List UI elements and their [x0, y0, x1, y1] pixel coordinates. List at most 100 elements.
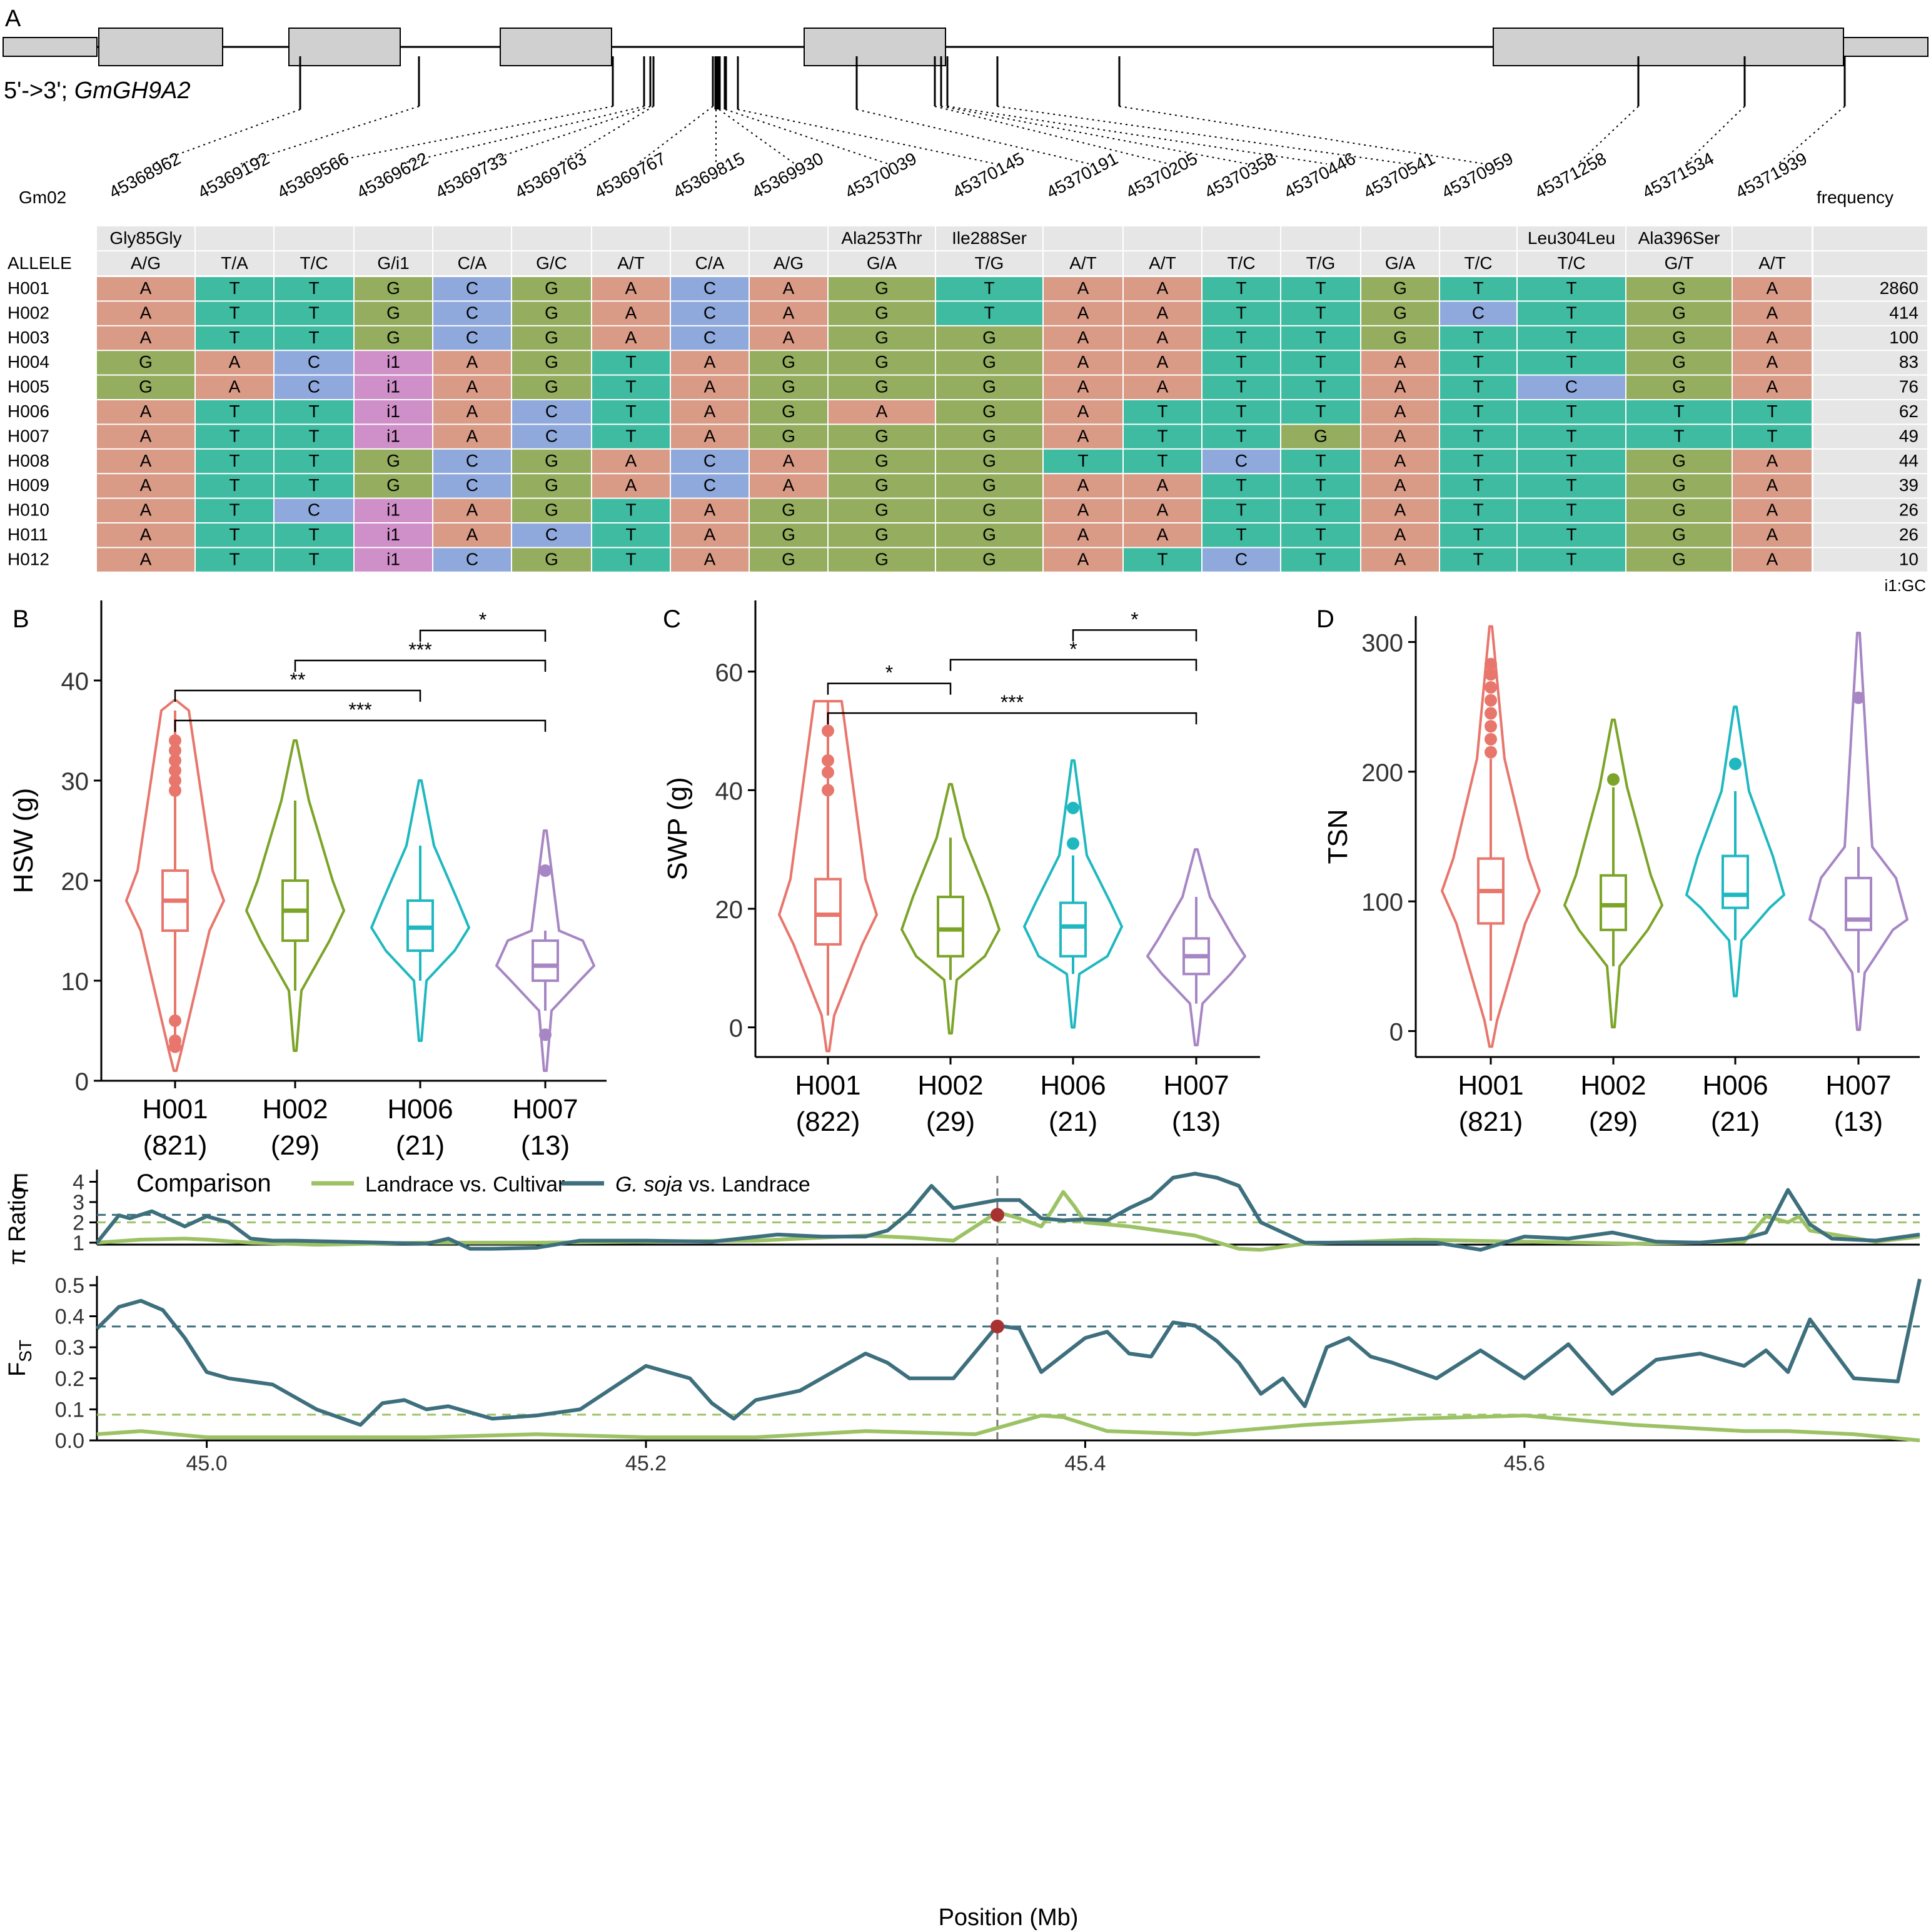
significance-bracket: [949, 659, 1197, 671]
base-text: G: [1672, 377, 1686, 397]
base-cell: [1733, 449, 1812, 473]
group-n: (29): [271, 1130, 320, 1161]
base-cell: [512, 498, 591, 522]
base-cell: [1440, 449, 1516, 473]
base-cell: [829, 449, 935, 473]
annotation-text: Ala396Ser: [1638, 228, 1720, 248]
base-text: A: [1077, 525, 1089, 544]
base-cell: [355, 449, 432, 473]
base-text: A: [1767, 549, 1778, 569]
base-text: A: [1394, 352, 1406, 372]
panel-d-tsn: D 0 100 200 300 TSN H001 (821) H002 (29) H006 (21) H…: [1316, 605, 1920, 1137]
base-text: G: [875, 426, 889, 445]
base-cell: [1518, 400, 1625, 424]
base-cell: [1124, 326, 1201, 350]
frequency-header: frequency: [1817, 188, 1893, 207]
base-text: C: [308, 500, 320, 520]
base-cell: [1202, 326, 1280, 350]
base-cell: [512, 326, 591, 350]
snp-connector: [856, 109, 1090, 164]
base-text: C: [466, 451, 478, 470]
position-label: 45369733: [432, 148, 510, 202]
allele-cell: [1626, 251, 1732, 275]
base-cell: [433, 375, 511, 399]
base-text: T: [1566, 278, 1576, 298]
gene-label: 5'->3'; GmGH9A2: [4, 78, 191, 104]
allele-cell: [936, 251, 1042, 275]
base-text: G: [1672, 475, 1686, 495]
base-text: T: [1236, 352, 1246, 372]
significance-label: ***: [348, 699, 371, 721]
exon-5: [1493, 28, 1844, 66]
base-cell: [433, 301, 511, 325]
allele-text: A/G: [131, 253, 161, 273]
base-text: T: [1673, 426, 1684, 445]
x-tick-label: H007: [1163, 1070, 1229, 1101]
annotation-cell: [1733, 226, 1812, 250]
box: [814, 877, 842, 946]
base-text: C: [703, 451, 716, 470]
base-text: T: [1236, 377, 1246, 397]
frequency-cell: [1813, 474, 1927, 498]
base-text: C: [1235, 549, 1248, 569]
base-cell: [355, 400, 432, 424]
outlier-point: [169, 1014, 181, 1027]
position-label: 45370358: [1201, 148, 1279, 202]
base-text: G: [1672, 451, 1686, 470]
base-text: G: [982, 500, 996, 520]
y-axis-label: SWP (g): [662, 777, 693, 880]
frequency-value: 26: [1899, 500, 1918, 520]
base-cell: [97, 277, 194, 301]
base-cell: [196, 498, 273, 522]
base-text: A: [704, 426, 716, 445]
base-cell: [1044, 523, 1122, 547]
base-cell: [355, 326, 432, 350]
base-text: T: [308, 525, 319, 544]
base-cell: [1281, 400, 1360, 424]
outlier-point: [1485, 681, 1497, 694]
position-label: 45370145: [949, 148, 1027, 202]
outlier-point: [1852, 691, 1865, 704]
group-n: (13): [1172, 1106, 1221, 1137]
base-text: A: [1767, 303, 1778, 322]
frequency-cell: [1813, 277, 1927, 301]
base-cell: [433, 548, 511, 572]
base-text: A: [466, 426, 478, 445]
base-text: A: [1157, 278, 1169, 298]
base-text: T: [1566, 352, 1576, 372]
base-cell: [1044, 548, 1122, 572]
base-text: T: [1473, 377, 1483, 397]
base-cell: [829, 326, 935, 350]
series-soja-line: [95, 1171, 1920, 1252]
base-text: T: [1236, 426, 1246, 445]
base-text: A: [1394, 402, 1406, 421]
base-text: G: [545, 549, 558, 569]
annotation-cell: [671, 226, 749, 250]
frequency-cell: [1813, 301, 1927, 325]
y-tick-label: 200: [1361, 759, 1403, 787]
outlier-point: [822, 724, 834, 737]
base-cell: [671, 425, 749, 448]
base-cell: [512, 548, 591, 572]
base-cell: [97, 498, 194, 522]
base-cell: [1440, 301, 1516, 325]
violin-outline: [1146, 848, 1246, 1047]
position-label: 45370541: [1360, 148, 1438, 202]
base-text: T: [229, 549, 239, 569]
base-text: G: [545, 377, 558, 397]
base-cell: [1202, 301, 1280, 325]
base-cell: [829, 375, 935, 399]
base-text: C: [466, 278, 478, 298]
base-cell: [196, 351, 273, 375]
base-text: G: [545, 278, 558, 298]
allele-text: A/T: [617, 253, 645, 273]
allele-text: C/A: [458, 253, 487, 273]
base-cell: [750, 498, 827, 522]
base-text: T: [308, 328, 319, 347]
base-cell: [592, 351, 670, 375]
allele-text: A/T: [1758, 253, 1786, 273]
base-cell: [750, 326, 827, 350]
base-text: G: [545, 352, 558, 372]
base-cell: [1733, 326, 1812, 350]
box: [1600, 874, 1627, 931]
